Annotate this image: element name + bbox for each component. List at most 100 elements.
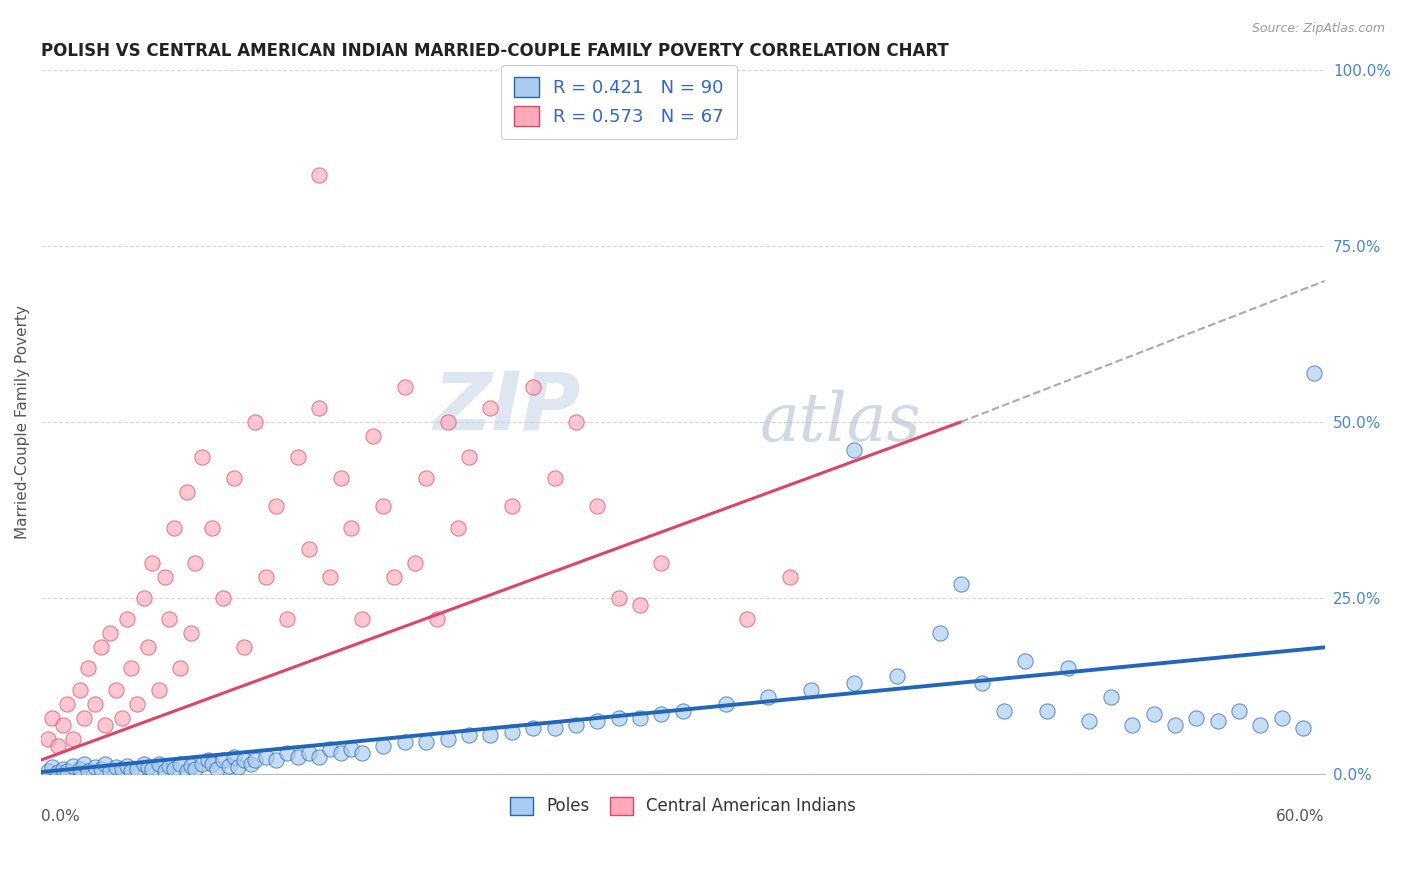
Point <box>159 612 181 626</box>
Point <box>233 753 256 767</box>
Point <box>1035 704 1057 718</box>
Point <box>41 711 63 725</box>
Point <box>184 556 207 570</box>
Point <box>190 756 212 771</box>
Point <box>136 760 159 774</box>
Point <box>405 556 427 570</box>
Point <box>180 626 202 640</box>
Point <box>201 520 224 534</box>
Point <box>329 746 352 760</box>
Point <box>37 764 59 778</box>
Point <box>1185 711 1208 725</box>
Point <box>1206 714 1229 729</box>
Text: 60.0%: 60.0% <box>1277 809 1324 824</box>
Point <box>254 570 277 584</box>
Point <box>394 735 416 749</box>
Point <box>1271 711 1294 725</box>
Point <box>886 668 908 682</box>
Point <box>254 749 277 764</box>
Point <box>361 429 384 443</box>
Point <box>758 690 780 704</box>
Y-axis label: Married-Couple Family Poverty: Married-Couple Family Poverty <box>15 305 30 539</box>
Point <box>127 762 149 776</box>
Point <box>153 764 176 778</box>
Point <box>458 450 481 464</box>
Text: 0.0%: 0.0% <box>41 809 80 824</box>
Point <box>222 471 245 485</box>
Point <box>169 756 191 771</box>
Point <box>1099 690 1122 704</box>
Point <box>628 598 651 612</box>
Point <box>222 749 245 764</box>
Point <box>104 682 127 697</box>
Point <box>184 762 207 776</box>
Point <box>479 728 502 742</box>
Point <box>51 762 73 776</box>
Point <box>565 718 588 732</box>
Point <box>1303 366 1326 380</box>
Point <box>120 661 142 675</box>
Point <box>1250 718 1272 732</box>
Point <box>714 697 737 711</box>
Point <box>501 500 523 514</box>
Point <box>287 450 309 464</box>
Point <box>276 612 298 626</box>
Point <box>308 401 330 415</box>
Point <box>266 753 288 767</box>
Point <box>842 675 865 690</box>
Point <box>176 485 198 500</box>
Point <box>46 739 69 753</box>
Text: Source: ZipAtlas.com: Source: ZipAtlas.com <box>1251 22 1385 36</box>
Point <box>153 570 176 584</box>
Point <box>212 591 235 605</box>
Point <box>120 764 142 778</box>
Point <box>1292 722 1315 736</box>
Point <box>340 742 363 756</box>
Point <box>239 756 262 771</box>
Point <box>949 577 972 591</box>
Point <box>308 749 330 764</box>
Point <box>77 661 100 675</box>
Point <box>132 591 155 605</box>
Point <box>41 760 63 774</box>
Point <box>308 169 330 183</box>
Point <box>148 682 170 697</box>
Point <box>297 541 319 556</box>
Point <box>543 471 565 485</box>
Point <box>1164 718 1187 732</box>
Point <box>297 746 319 760</box>
Point <box>46 764 69 779</box>
Point <box>586 500 609 514</box>
Point <box>141 556 163 570</box>
Point <box>800 682 823 697</box>
Point <box>340 520 363 534</box>
Point <box>94 756 117 771</box>
Point <box>127 697 149 711</box>
Point <box>373 739 395 753</box>
Point <box>543 722 565 736</box>
Point <box>319 742 342 756</box>
Point <box>159 758 181 772</box>
Point <box>522 379 544 393</box>
Point <box>373 500 395 514</box>
Point <box>436 731 458 746</box>
Point <box>132 756 155 771</box>
Point <box>201 756 224 771</box>
Point <box>972 675 994 690</box>
Point <box>243 753 266 767</box>
Point <box>197 753 219 767</box>
Point <box>111 711 134 725</box>
Point <box>73 756 96 771</box>
Point <box>243 415 266 429</box>
Point <box>1078 714 1101 729</box>
Point <box>90 640 112 655</box>
Text: atlas: atlas <box>759 389 922 455</box>
Point <box>98 626 121 640</box>
Point <box>628 711 651 725</box>
Point <box>51 718 73 732</box>
Point <box>350 612 373 626</box>
Point <box>928 626 950 640</box>
Point <box>141 762 163 776</box>
Point <box>842 443 865 458</box>
Point <box>69 762 91 776</box>
